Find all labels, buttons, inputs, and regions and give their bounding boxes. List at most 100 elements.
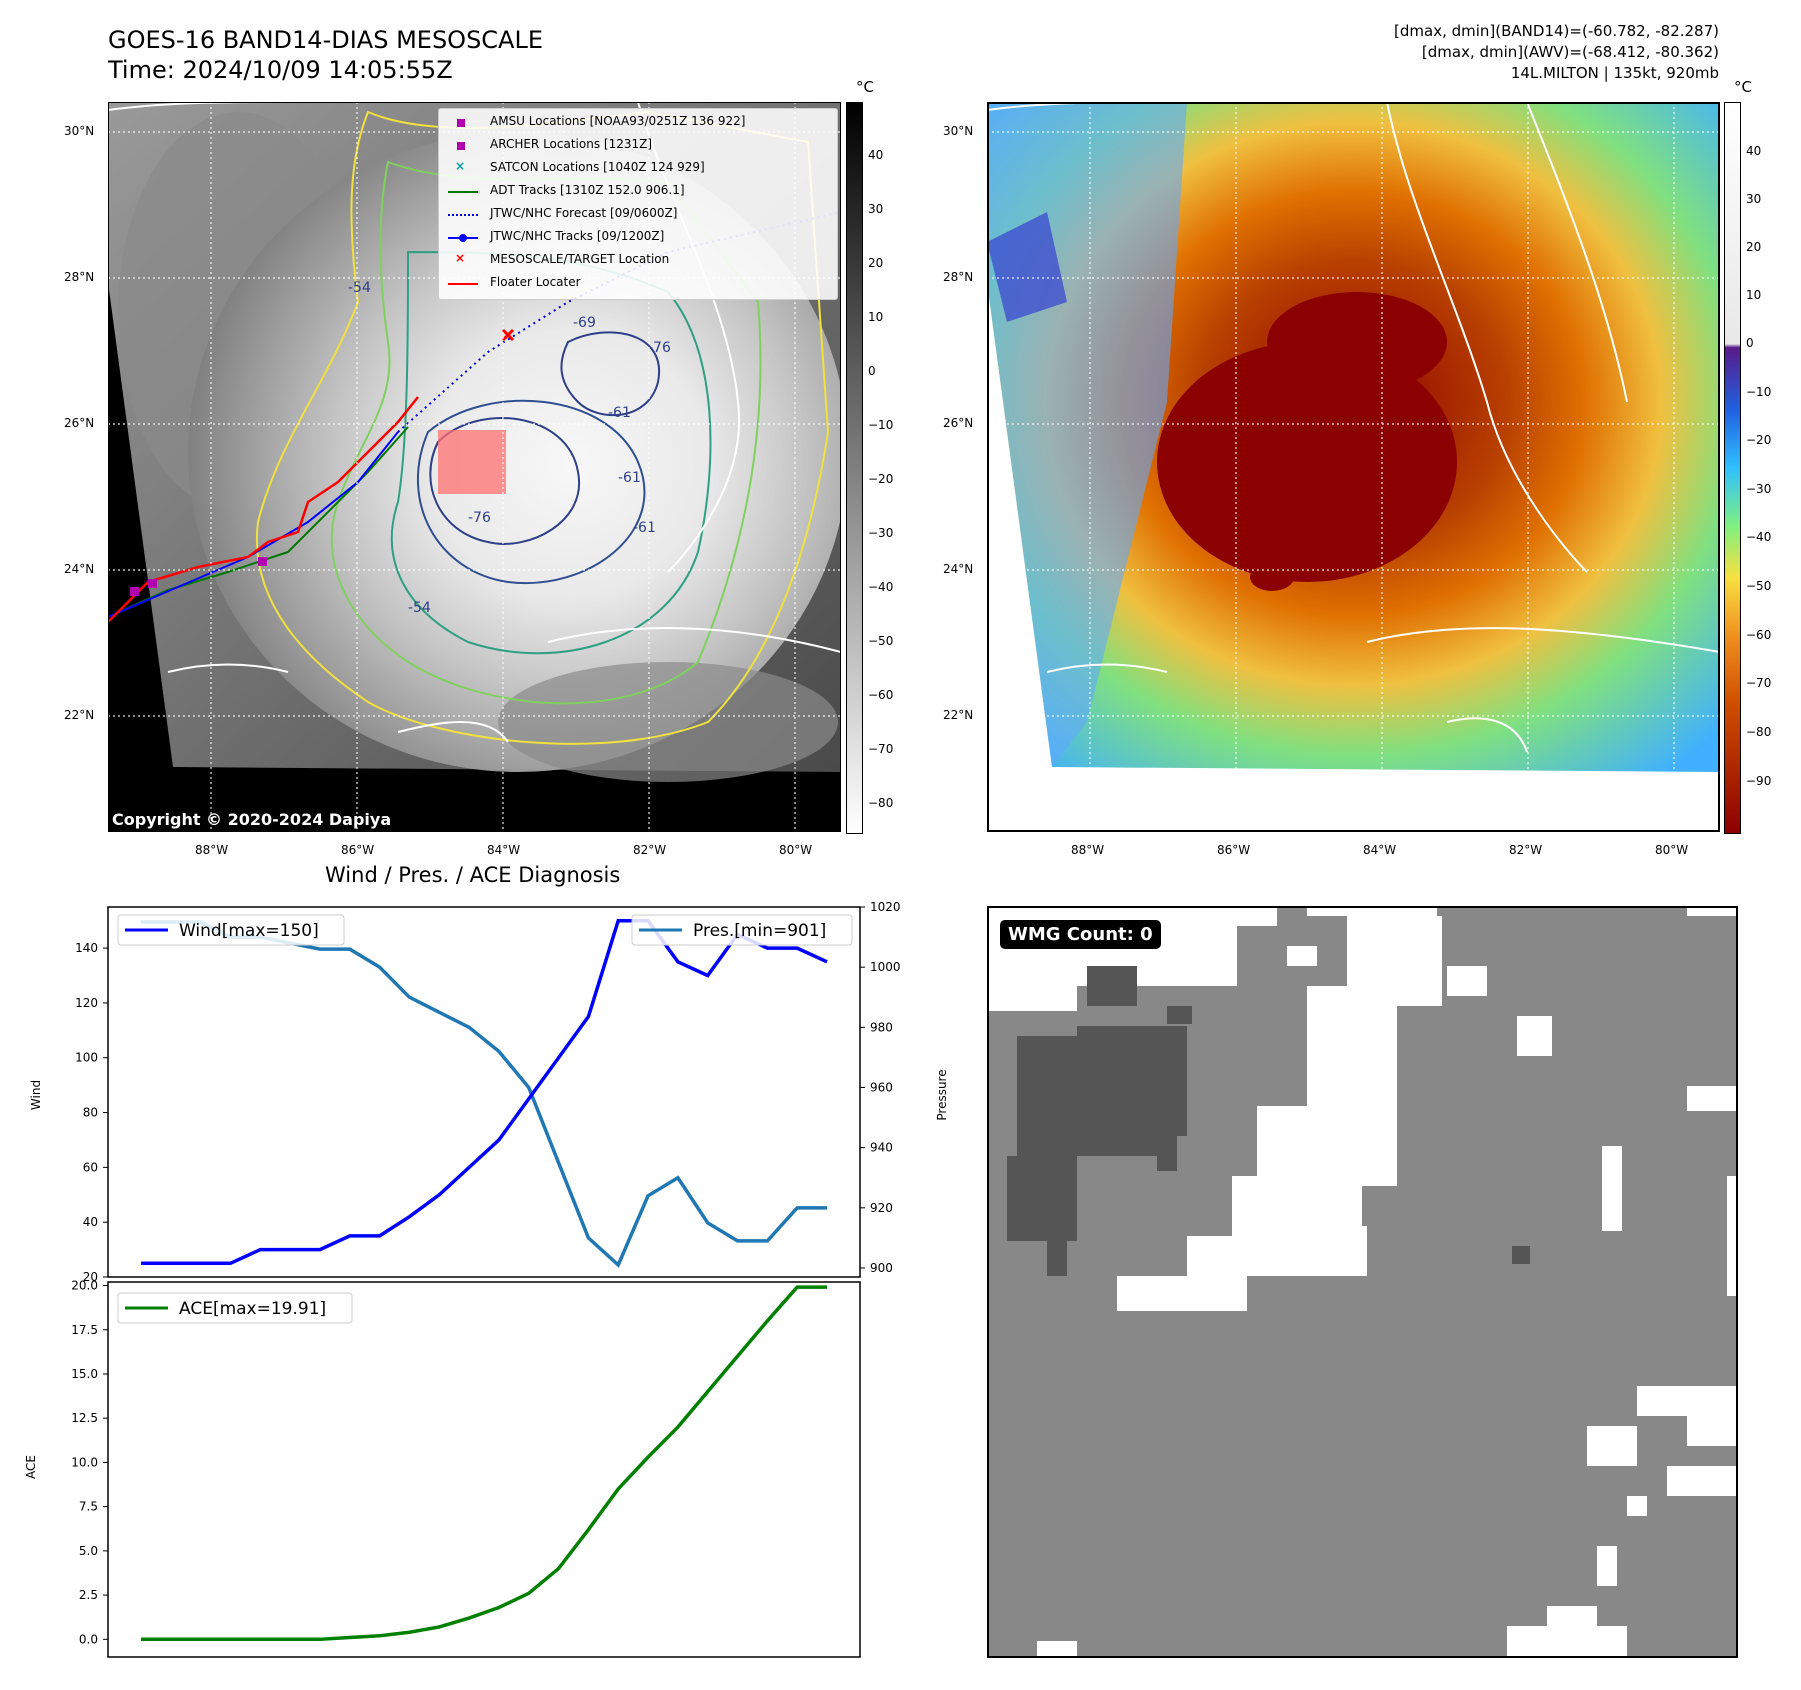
wind-ytick-label: 60	[83, 1160, 98, 1174]
colorbar-tick: 30	[1746, 192, 1762, 206]
colorbar-tick: −90	[1746, 774, 1772, 788]
ace-ytick-label: 12.5	[71, 1411, 98, 1425]
lon-label: 86°W	[1217, 843, 1251, 857]
wind-ytick-label: 20	[83, 1270, 98, 1284]
pressure-ytick-label: 1020	[870, 900, 901, 914]
legend-label: SATCON Locations [1040Z 124 929]	[490, 160, 705, 174]
ace-ytick-label: 7.5	[79, 1500, 98, 1514]
colorbar-tick: −30	[868, 526, 894, 540]
pressure-legend-label: Pres.[min=901]	[693, 921, 826, 941]
ace-legend-label: ACE[max=19.91]	[179, 1299, 326, 1319]
pressure-ytick-label: 960	[870, 1080, 893, 1094]
awv-image	[987, 102, 1720, 832]
pressure-ytick-label: 920	[870, 1201, 893, 1215]
ace-ytick-group: 20.0 17.5 15.0 12.5 10.0 7.5 5.0 2.5 0.0	[71, 1279, 108, 1646]
svg-text:-69: -69	[573, 315, 596, 331]
lon-label: 80°W	[779, 843, 813, 857]
svg-text:-61: -61	[618, 470, 641, 486]
lat-label: 24°N	[64, 562, 95, 576]
square-marker-icon	[457, 142, 465, 150]
line-marker-icon	[448, 191, 478, 193]
svg-text:-61: -61	[608, 405, 631, 421]
colorbar-tick: 40	[868, 148, 884, 162]
ace-ylabel: ACE	[24, 1455, 38, 1479]
wind-ytick-label: 80	[83, 1106, 98, 1120]
svg-text:-54: -54	[348, 280, 371, 296]
awv-info-line2: [dmax, dmin](AWV)=(-68.412, -80.362)	[1421, 43, 1719, 61]
colorbar-tick: −80	[868, 796, 894, 810]
pressure-ytick-group: 1020 1000 980 960 940 920 900	[860, 900, 901, 1275]
colorbar-tick: −20	[1746, 433, 1772, 447]
colorbar-tick: −40	[868, 580, 894, 594]
ace-axes-frame	[107, 1281, 861, 1658]
colorbar-tick: 30	[868, 202, 884, 216]
dot-marker-icon	[459, 234, 467, 242]
colorbar-tick: 20	[868, 256, 884, 270]
lat-label: 28°N	[64, 270, 95, 284]
colorbar-tick: −70	[1746, 676, 1772, 690]
legend-label: ADT Tracks [1310Z 152.0 906.1]	[490, 183, 685, 197]
colorbar-tick: 10	[868, 310, 884, 324]
colorbar-tick: 40	[1746, 144, 1762, 158]
legend-label: MESOSCALE/TARGET Location	[490, 252, 670, 266]
pressure-legend-box	[631, 914, 853, 946]
pressure-ytick-label: 900	[870, 1261, 893, 1275]
ace-ytick-label: 17.5	[71, 1323, 98, 1337]
wmg-count-badge: WMG Count: 0	[1000, 920, 1161, 949]
lon-label: 88°W	[1071, 843, 1105, 857]
lat-label: 26°N	[943, 416, 974, 430]
lon-label: 84°W	[1363, 843, 1397, 857]
colorbar-tick: 0	[1746, 336, 1754, 350]
lon-label: 80°W	[1655, 843, 1689, 857]
ace-ytick-label: 20.0	[71, 1279, 98, 1293]
colorbar-tick: 0	[868, 364, 876, 378]
ace-line	[141, 1285, 827, 1642]
awv-info-line1: [dmax, dmin](BAND14)=(-60.782, -82.287)	[1394, 22, 1719, 40]
lat-label: 24°N	[943, 562, 974, 576]
wind-line	[141, 918, 828, 1266]
colorbar-tick: −10	[1746, 385, 1772, 399]
dotted-line-icon	[448, 214, 478, 216]
ace-ytick-label: 0.0	[79, 1632, 98, 1646]
sat-unit-label: °C	[856, 78, 874, 96]
lon-label: 82°W	[633, 843, 667, 857]
diag-title: Wind / Pres. / ACE Diagnosis	[325, 863, 621, 887]
awv-info-line3: 14L.MILTON | 135kt, 920mb	[1510, 64, 1719, 82]
ace-series	[141, 1285, 827, 1642]
svg-text:-76: -76	[468, 510, 491, 526]
colorbar-tick: −50	[868, 634, 894, 648]
colorbar-tick: −40	[1746, 530, 1772, 544]
ace-ytick-label: 2.5	[79, 1588, 98, 1602]
wind-ytick-label: 40	[83, 1215, 98, 1229]
wind-ytick-label: 140	[75, 941, 98, 955]
wind-pressure-axes-frame	[107, 906, 861, 1278]
lat-label: 30°N	[64, 124, 95, 138]
svg-text:-54: -54	[408, 600, 431, 616]
colorbar-tick: −60	[1746, 628, 1772, 642]
wind-legend-box	[117, 914, 345, 946]
lon-label: 82°W	[1509, 843, 1543, 857]
wind-ytick-label: 100	[75, 1051, 98, 1065]
sat-legend	[438, 108, 838, 300]
colorbar-tick: −80	[1746, 725, 1772, 739]
lon-label: 84°W	[487, 843, 521, 857]
ace-ytick-label: 10.0	[71, 1455, 98, 1469]
pressure-ytick-label: 1000	[870, 960, 901, 974]
lat-label: 30°N	[943, 124, 974, 138]
square-marker-icon	[457, 119, 465, 127]
colorbar-tick: −60	[868, 688, 894, 702]
colorbar-tick: −20	[868, 472, 894, 486]
sat-title-line2: Time: 2024/10/09 14:05:55Z	[108, 56, 453, 84]
colorbar-tick: −50	[1746, 579, 1772, 593]
legend-label: JTWC/NHC Tracks [09/1200Z]	[490, 229, 665, 243]
x-marker-icon: ×	[455, 251, 466, 265]
ace-legend-box	[117, 1292, 353, 1324]
wmg-grid-image	[987, 906, 1738, 1658]
legend-label: AMSU Locations [NOAA93/0251Z 136 922]	[490, 114, 746, 128]
ace-ytick-label: 15.0	[71, 1367, 98, 1381]
awv-colorbar	[1724, 102, 1741, 834]
svg-text:-76: -76	[648, 340, 671, 356]
wind-ylabel: Wind	[29, 1080, 43, 1110]
pressure-ytick-label: 980	[870, 1020, 893, 1034]
wind-ytick-group: 140 120 100 80 60 40 20	[75, 941, 108, 1284]
